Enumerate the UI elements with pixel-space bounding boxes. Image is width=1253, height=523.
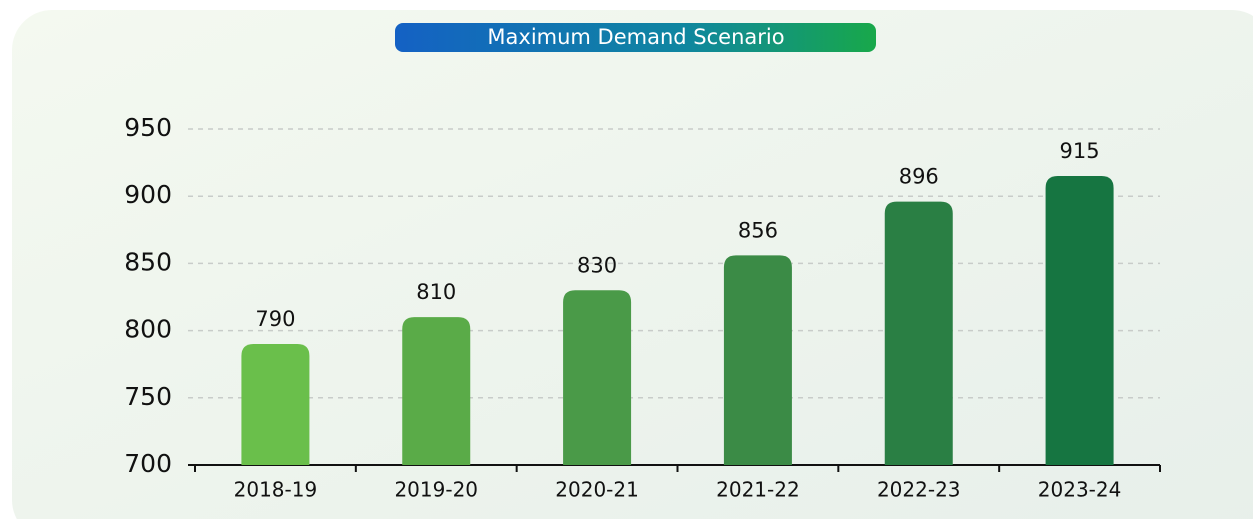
x-tick-label: 2019-20 [394,478,478,502]
bar [1045,176,1114,466]
value-label: 830 [577,253,617,277]
bar [563,290,632,465]
y-tick-label: 800 [124,315,172,344]
bar [241,344,310,465]
y-tick-label: 700 [124,449,172,478]
y-tick-label: 950 [124,113,172,142]
value-label: 810 [416,280,456,304]
value-label: 856 [738,218,778,242]
x-tick-label: 2022-23 [877,478,961,502]
bar [402,317,471,465]
value-label: 790 [255,307,295,331]
bar [884,201,953,466]
chart-title: Maximum Demand Scenario [487,25,784,49]
value-label: 915 [1060,139,1100,163]
y-tick-label: 900 [124,180,172,209]
y-tick-label: 750 [124,382,172,411]
value-label: 896 [899,165,939,189]
bar [723,255,792,465]
x-tick-label: 2023-24 [1038,478,1122,502]
title-pill [395,23,876,52]
x-tick-label: 2020-21 [555,478,639,502]
x-tick-label: 2018-19 [234,478,318,502]
x-tick-label: 2021-22 [716,478,800,502]
y-tick-label: 850 [124,247,172,276]
